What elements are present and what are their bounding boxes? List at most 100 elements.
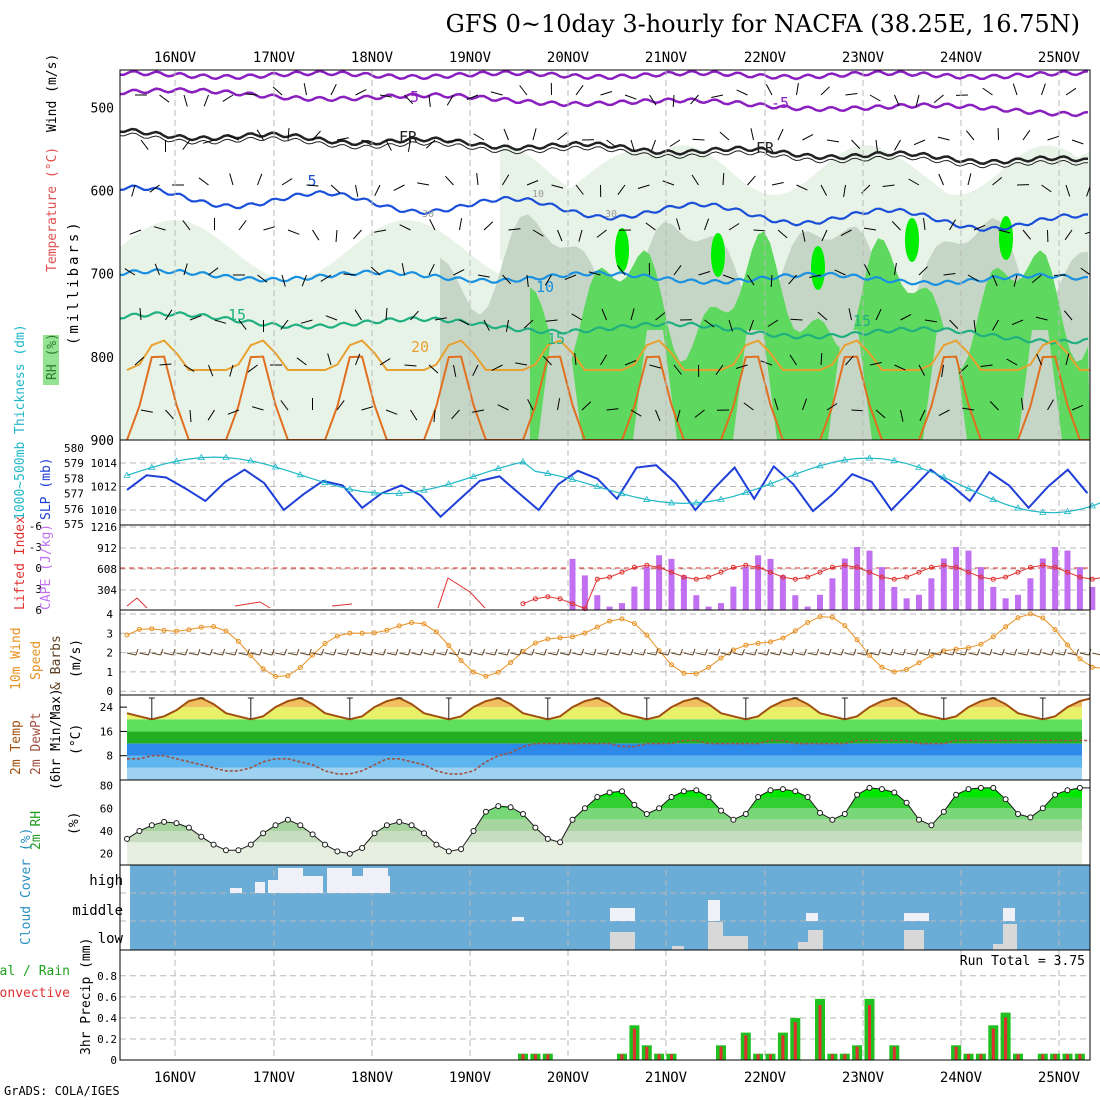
precip-total-label: Total / Rain xyxy=(0,964,70,979)
upper-wind-barb xyxy=(1035,316,1048,321)
wind-barb xyxy=(275,652,285,656)
upper-wind-barb xyxy=(834,269,846,276)
upper-wind-barb xyxy=(379,358,391,366)
upper-wind-barb xyxy=(933,94,944,103)
wind-barb xyxy=(436,652,446,656)
upper-wind-barb xyxy=(817,311,828,321)
upper-wind-barb xyxy=(410,409,418,421)
rh-marker xyxy=(755,794,762,800)
upper-wind-barb xyxy=(649,364,662,369)
rh-marker xyxy=(408,822,415,829)
cloud-middle-block xyxy=(1003,908,1015,921)
upper-wind-barb xyxy=(472,409,485,413)
upper-wind-barb xyxy=(300,319,313,324)
upper-wind-barb xyxy=(1022,129,1031,141)
upper-wind-barb xyxy=(692,138,705,141)
temp-color-band xyxy=(127,767,1082,780)
rh-core xyxy=(905,218,919,262)
wind-barb xyxy=(333,648,337,656)
upper-wind-barb xyxy=(715,364,724,375)
lifted-index-line xyxy=(331,603,353,607)
upper-wind-barb xyxy=(650,139,656,152)
wind-speed-marker xyxy=(1052,627,1058,633)
upper-wind-barb xyxy=(446,94,454,106)
upper-wind-barb xyxy=(820,352,823,366)
upper-wind-barb xyxy=(312,229,320,241)
rh-marker xyxy=(148,822,155,829)
upper-wind-barb xyxy=(606,139,617,148)
rh-marker xyxy=(482,808,489,815)
wind-barb xyxy=(1079,652,1090,656)
upper-wind-barb xyxy=(900,313,912,321)
slp-tick: 1014 xyxy=(91,457,118,470)
upper-wind-barb xyxy=(1013,274,1018,287)
upper-wind-barb xyxy=(374,229,387,233)
wind-speed-marker xyxy=(1065,642,1070,648)
temp-tick: 24 xyxy=(100,701,114,714)
wind-barb xyxy=(188,652,199,656)
upper-wind-barb xyxy=(588,271,601,276)
wind-barb xyxy=(646,652,656,656)
cloud-low-block xyxy=(1003,924,1017,950)
rh-marker xyxy=(990,784,997,791)
upper-wind-barb xyxy=(410,310,419,321)
wind-barb xyxy=(968,652,978,656)
wind-speed-marker xyxy=(471,669,476,675)
rh-marker xyxy=(210,841,217,848)
upper-wind-barb xyxy=(826,139,839,143)
wind-barb xyxy=(1001,648,1005,656)
lifted-index-marker xyxy=(966,569,971,575)
rh-color-band xyxy=(127,819,1082,831)
wind-barb xyxy=(754,648,758,656)
upper-wind-barb xyxy=(1071,139,1084,145)
lifted-index-tick: -6 xyxy=(29,520,42,533)
upper-wind-barb xyxy=(923,218,926,231)
upper-wind-barb xyxy=(417,182,430,186)
cape-bar xyxy=(916,594,922,610)
upper-wind-barb xyxy=(578,229,583,242)
wind-barb xyxy=(482,648,485,656)
cloud-high-block xyxy=(268,880,280,893)
upper-wind-barb xyxy=(617,265,626,276)
wind-barb xyxy=(597,652,607,656)
isotherm-freezing xyxy=(120,127,1089,165)
day-label-top: 20NOV xyxy=(547,50,590,66)
upper-wind-barb xyxy=(404,94,414,105)
upper-wind-barb xyxy=(673,265,682,276)
upper-wind-barb xyxy=(428,364,439,374)
upper-wind-barb xyxy=(385,409,398,415)
wind-speed-marker xyxy=(879,664,885,670)
wind-speed-marker xyxy=(718,655,724,661)
upper-wind-barb xyxy=(154,263,160,276)
upper-wind-barb xyxy=(735,364,748,369)
wind-barb xyxy=(609,652,619,656)
wind-barb xyxy=(581,648,584,656)
thickness-tick: 578 xyxy=(64,472,84,485)
rh-color-band xyxy=(127,842,1082,865)
upper-wind-barb xyxy=(1064,310,1073,321)
rh-marker xyxy=(594,794,601,800)
wind-barb xyxy=(927,648,931,656)
upper-wind-barb xyxy=(637,184,650,189)
wind-barb xyxy=(568,648,572,656)
wind-speed-marker xyxy=(631,621,637,626)
cape-bar xyxy=(631,586,638,610)
precip-convective-bar xyxy=(1053,1054,1057,1060)
cape-tick: 304 xyxy=(97,584,117,597)
wind-barb xyxy=(865,648,869,656)
isotherm-label: 15 xyxy=(228,306,246,324)
rh-marker xyxy=(458,846,465,853)
cloud-low-block xyxy=(610,932,635,950)
wind-speed-line xyxy=(126,613,1100,678)
upper-wind-barb xyxy=(370,266,381,276)
wind-barb xyxy=(1067,652,1077,656)
wind-barb xyxy=(238,652,248,656)
wind-barb xyxy=(733,652,743,656)
upper-wind-barb xyxy=(875,139,878,152)
wind-barb xyxy=(300,652,310,656)
rh-marker xyxy=(1027,814,1034,821)
precip-convective-bar xyxy=(954,1046,958,1060)
rh-marker xyxy=(260,830,267,837)
lifted-index-marker xyxy=(768,569,773,575)
upper-wind-barb xyxy=(949,219,956,231)
